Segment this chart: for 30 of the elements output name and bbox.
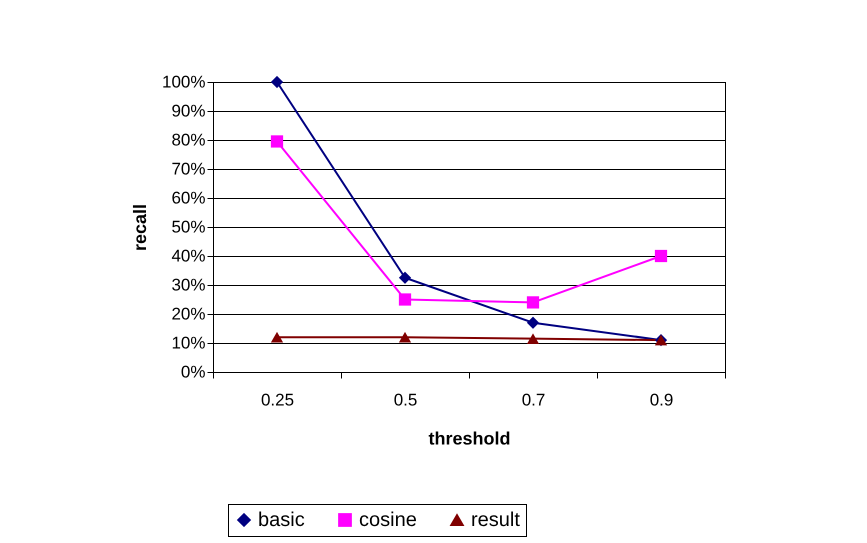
- y-tick-label: 80%: [171, 130, 206, 150]
- y-tick-label: 0%: [180, 362, 206, 382]
- point: [398, 272, 412, 284]
- y-tick-label: 90%: [171, 102, 206, 120]
- y-tick-label: 40%: [171, 246, 206, 266]
- point: [654, 250, 668, 262]
- y-tick-label: 100%: [162, 72, 206, 92]
- x-axis-title: threshold: [428, 428, 511, 448]
- x-tick-label: 0.9: [650, 390, 674, 410]
- y-tick-label: 60%: [171, 188, 206, 208]
- x-tick-label: 0.7: [522, 390, 546, 410]
- point: [526, 333, 540, 344]
- point: [270, 135, 284, 148]
- point: [270, 76, 284, 88]
- y-axis-title: recall: [130, 204, 150, 252]
- y-tick-label: 30%: [171, 276, 206, 294]
- point: [270, 332, 284, 343]
- x-tick-label: 0.25: [260, 390, 294, 410]
- x-tick-label: 0.5: [394, 390, 418, 410]
- legend-label: result: [471, 509, 520, 531]
- point: [526, 316, 540, 329]
- y-tick-label: 10%: [171, 334, 206, 352]
- legend-label: basic: [258, 509, 305, 531]
- y-tick-label: 50%: [171, 218, 206, 236]
- y-tick-label: 20%: [171, 304, 206, 324]
- point: [398, 332, 412, 343]
- point: [398, 293, 412, 306]
- point: [526, 296, 540, 309]
- y-tick-label: 70%: [171, 160, 206, 178]
- legend-label: cosine: [359, 509, 417, 531]
